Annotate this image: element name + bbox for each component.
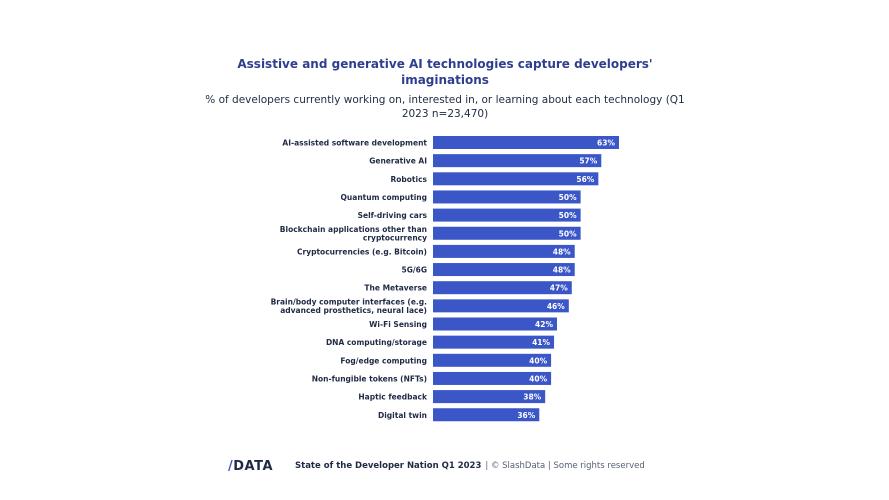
bar [433, 263, 575, 277]
bar-value-label: 50% [559, 229, 577, 238]
logo-text: DATA [233, 458, 274, 474]
category-label: DNA computing/storage [326, 338, 427, 347]
slashdata-logo: /DATA [228, 459, 273, 474]
bar [433, 335, 555, 349]
bar-value-label: 40% [529, 374, 547, 383]
bar [433, 172, 599, 186]
category-label: Haptic feedback [358, 393, 428, 402]
bar-value-label: 47% [550, 284, 568, 293]
bar [433, 317, 557, 331]
bar-value-label: 50% [559, 211, 577, 220]
category-label: Generative AI [369, 157, 427, 166]
bar [433, 154, 602, 168]
bar [433, 226, 581, 240]
bar-value-label: 48% [553, 247, 571, 256]
bar-value-label: 57% [579, 157, 597, 166]
category-label: The Metaverse [364, 284, 427, 293]
category-label: Brain/body computer interfaces (e.g. adva… [271, 298, 428, 316]
bar [433, 390, 546, 404]
category-label: 5G/6G [402, 266, 428, 275]
chart-subtitle: % of developers currently working on, in… [205, 94, 685, 120]
bar-value-label: 56% [576, 175, 594, 184]
category-label: Cryptocurrencies (e.g. Bitcoin) [297, 247, 427, 256]
bar-value-label: 42% [535, 320, 553, 329]
logo-slash: / [228, 458, 234, 474]
category-label: Quantum computing [341, 193, 427, 202]
footer: /DATA State of the Developer Nation Q1 2… [228, 458, 828, 474]
bar-value-label: 50% [559, 193, 577, 202]
bar-value-label: 40% [529, 356, 547, 365]
bar-value-label: 63% [597, 139, 615, 148]
copyright-text: | © SlashData | Some rights reserved [485, 461, 645, 471]
category-label: Self-driving cars [358, 211, 428, 220]
category-label: Fog/edge computing [340, 356, 427, 365]
category-label: Blockchain applications other than crypto… [280, 225, 427, 243]
category-label: Non-fungible tokens (NFTs) [312, 374, 427, 383]
chart-title: Assistive and generative AI technologies… [237, 57, 653, 87]
report-name: State of the Developer Nation Q1 2023 [295, 461, 482, 471]
bar [433, 136, 619, 149]
bar [433, 353, 552, 367]
bar [433, 244, 575, 258]
bar [433, 299, 569, 313]
bar-value-label: 41% [532, 338, 550, 347]
category-label: Robotics [390, 175, 427, 184]
bar-value-label: 36% [517, 411, 535, 420]
bar [433, 208, 581, 222]
bar [433, 371, 552, 385]
category-label: Wi-Fi Sensing [369, 320, 427, 329]
bar-value-label: 48% [553, 266, 571, 275]
category-label: AI-assisted software development [282, 139, 427, 148]
bar [433, 408, 540, 422]
bar [433, 281, 572, 295]
bar-value-label: 38% [523, 393, 541, 402]
bar-value-label: 46% [547, 302, 565, 311]
category-label: Digital twin [378, 411, 427, 420]
bar [433, 190, 581, 204]
